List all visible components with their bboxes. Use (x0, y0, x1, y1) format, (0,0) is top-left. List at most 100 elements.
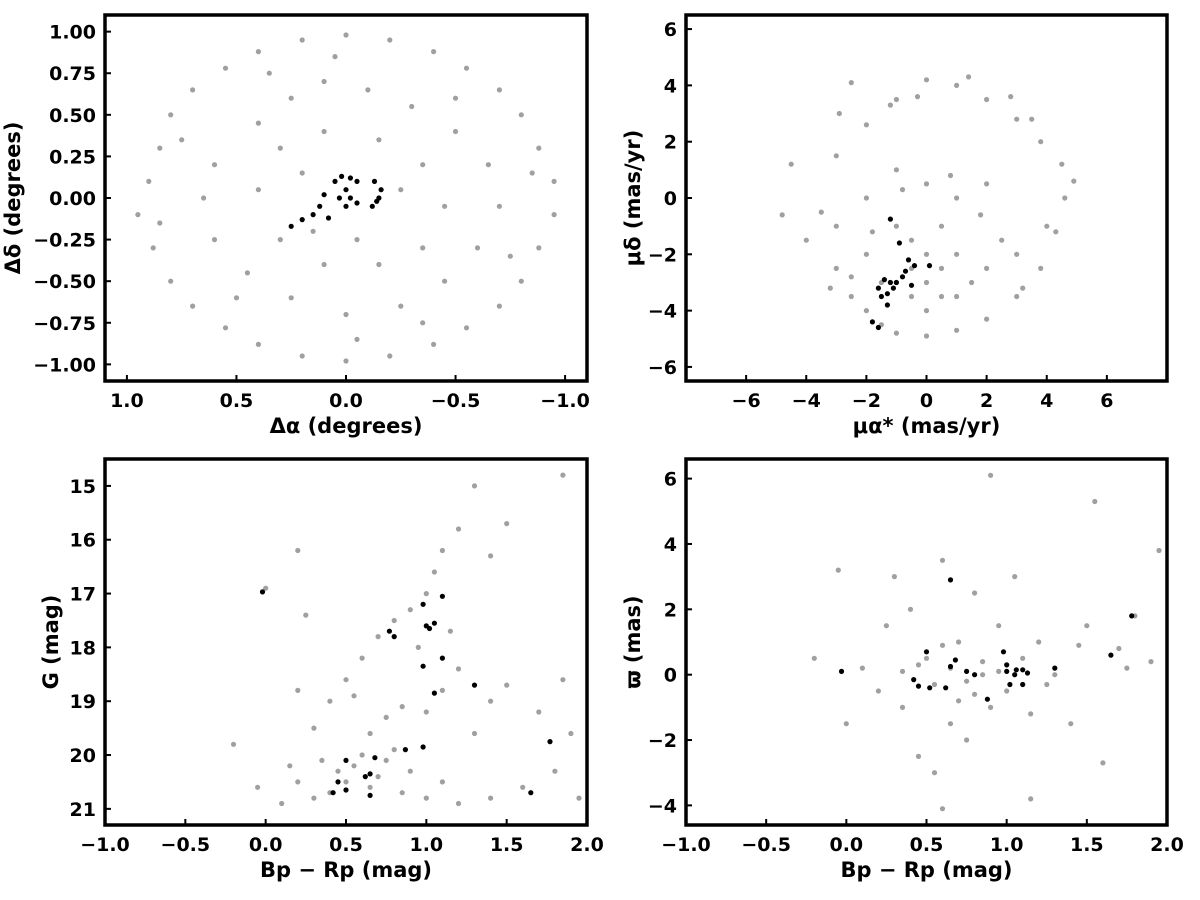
field-star-point (956, 698, 962, 704)
field-star-point (988, 472, 994, 478)
field-star-point (387, 37, 393, 43)
y-tick-label: 4 (664, 75, 677, 97)
member-star-point (1013, 667, 1019, 673)
field-star-point (964, 678, 970, 684)
field-star-point (1116, 645, 1122, 652)
field-star-point (288, 95, 294, 101)
field-star-point (938, 223, 945, 229)
member-star-point (528, 790, 534, 796)
member-star-point (431, 690, 437, 696)
field-star-point (399, 704, 405, 710)
field-star-point (954, 251, 960, 257)
field-star-point (442, 278, 448, 284)
field-star-point (954, 82, 960, 88)
field-star-point (883, 623, 890, 629)
field-star-point (303, 612, 309, 618)
points-1 (135, 32, 557, 364)
member-star-point (884, 291, 891, 297)
field-star-point (984, 316, 990, 322)
field-star-point (383, 757, 389, 764)
field-star-point (222, 325, 229, 331)
y-tick-label: 20 (70, 745, 96, 767)
member-star-point (386, 628, 392, 634)
field-star-point (354, 237, 360, 243)
field-star-point (899, 704, 906, 711)
field-star-point (255, 120, 261, 126)
field-star-point (954, 195, 960, 201)
member-star-point (347, 195, 353, 201)
y-tick-label: 6 (664, 19, 677, 41)
field-star-point (939, 642, 946, 648)
member-star-point (321, 192, 327, 198)
field-star-point (507, 253, 513, 259)
x-tick-label: 1.0 (110, 390, 144, 412)
field-star-point (875, 688, 882, 694)
member-star-point (439, 655, 445, 661)
field-star-point (1029, 116, 1035, 122)
x-tick-label: 0.0 (829, 834, 863, 856)
field-star-point (399, 790, 405, 796)
field-star-point (848, 274, 854, 280)
field-star-point (168, 112, 174, 118)
member-star-point (371, 178, 378, 184)
field-star-point (488, 795, 494, 801)
y-axis-label: Δδ (degrees) (1, 122, 25, 275)
y-tick-label: 6 (664, 469, 677, 491)
member-star-point (420, 601, 426, 607)
field-star-point (354, 336, 360, 342)
field-star-point (288, 295, 294, 301)
field-star-point (496, 303, 502, 309)
field-star-point (1028, 796, 1034, 802)
member-star-point (259, 589, 266, 595)
field-star-point (343, 358, 349, 364)
field-star-point (818, 209, 824, 215)
field-star-point (255, 187, 261, 193)
field-star-point (1038, 265, 1044, 271)
field-star-point (996, 668, 1002, 675)
member-star-point (887, 216, 894, 222)
member-star-point (332, 178, 338, 184)
member-star-point (362, 774, 368, 780)
field-star-point (420, 162, 426, 168)
member-star-point (1024, 670, 1031, 676)
field-star-point (966, 74, 972, 80)
field-star-point (255, 784, 261, 790)
field-star-point (887, 102, 894, 108)
field-star-point (576, 795, 582, 801)
member-star-point (927, 685, 933, 691)
field-star-point (931, 681, 938, 688)
member-star-point (288, 223, 294, 229)
field-star-point (833, 265, 839, 271)
field-star-point (863, 251, 870, 257)
field-star-point (923, 77, 930, 83)
field-star-point (423, 591, 429, 597)
field-star-point (1059, 161, 1065, 167)
field-star-point (923, 181, 930, 187)
member-star-point (343, 757, 349, 764)
field-star-point (869, 229, 876, 235)
member-star-point (420, 663, 426, 669)
x-tick-label: 2.0 (1150, 834, 1184, 856)
x-axis-label: Bp − Rp (mag) (260, 858, 432, 882)
field-star-point (999, 237, 1005, 243)
y-tick-label: 16 (70, 530, 96, 552)
field-star-point (1004, 688, 1010, 694)
member-star-point (984, 696, 991, 702)
member-star-point (923, 649, 930, 655)
field-star-point (827, 285, 833, 291)
field-star-point (343, 677, 349, 683)
member-star-point (439, 593, 445, 599)
field-star-point (938, 293, 945, 300)
x-tick-label: 1.0 (990, 834, 1024, 856)
points-2 (779, 74, 1077, 339)
member-star-point (343, 787, 349, 793)
x-axis-label: Bp − Rp (mag) (840, 858, 1012, 882)
field-star-point (1020, 655, 1026, 661)
member-star-point (330, 790, 336, 796)
field-star-point (488, 553, 494, 559)
member-star-point (911, 263, 918, 269)
member-star-point (964, 668, 970, 675)
field-star-point (923, 333, 930, 339)
field-star-point (157, 220, 163, 226)
field-star-point (1076, 642, 1082, 648)
